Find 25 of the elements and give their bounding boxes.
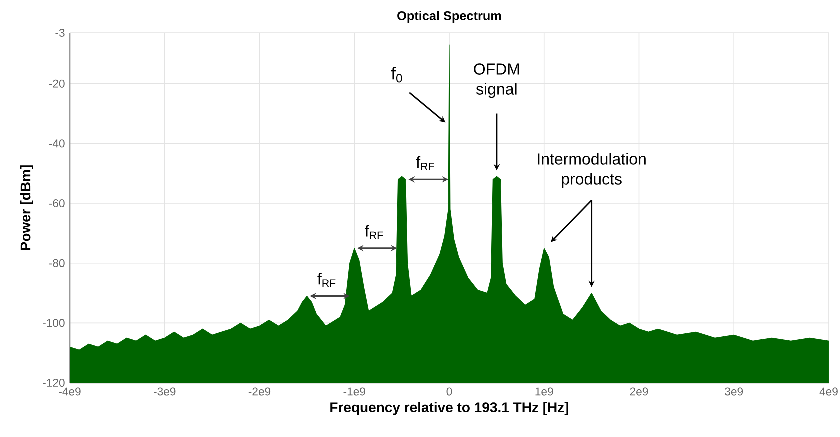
annotation: Intermodulation products (538, 153, 646, 188)
x-axis-title: Frequency relative to 193.1 THz [Hz] (330, 402, 568, 416)
annotation: f$_{RF}$ (416, 156, 434, 170)
x-tick-label: 2e9 (630, 388, 648, 396)
annotation: f$_{RF}$ (318, 273, 336, 288)
annotation: f$_{RF}$ (365, 225, 384, 240)
x-tick-label: 0 (446, 388, 452, 396)
x-tick-label: 4e9 (820, 388, 838, 396)
y-tick-label: -120 (43, 378, 65, 388)
x-tick-label: 1e9 (536, 388, 554, 396)
x-tick-label: -1e9 (344, 388, 366, 396)
x-tick-label: -4e9 (59, 388, 81, 396)
y-tick-label: -40 (49, 140, 65, 148)
y-tick-label: -80 (49, 259, 65, 268)
x-tick-label: -2e9 (248, 388, 271, 396)
y-axis-title: Power [dBm] (20, 166, 34, 250)
y-tick-label: -100 (43, 319, 65, 328)
y-tick-label: -3 (56, 29, 65, 38)
y-tick-label: -20 (49, 80, 65, 88)
annotation: f$_{0}$ (391, 67, 402, 83)
y-tick-label: -60 (49, 200, 65, 208)
annotation: OFDM signal (474, 64, 520, 98)
x-tick-label: -3e9 (154, 388, 176, 396)
chart-title: Optical Spectrum (398, 11, 502, 23)
x-tick-label: 3e9 (725, 388, 744, 396)
